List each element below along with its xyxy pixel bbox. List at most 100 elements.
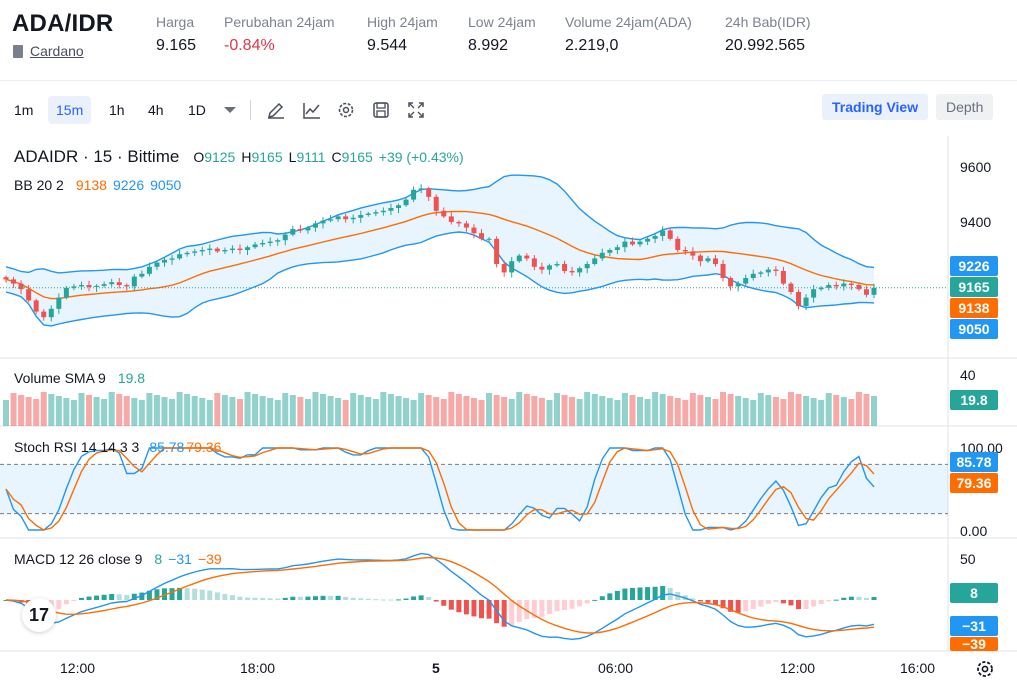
volume-bar [297,397,304,426]
candle [207,244,213,256]
candle [705,255,711,263]
stat-value: 9.544 [367,37,408,54]
candle [282,232,288,246]
macd-hist-value: 8 [154,551,163,567]
macd-hist-bar [56,600,62,609]
candle [592,255,598,266]
volume-bar [531,396,538,426]
volume-bar [810,398,817,426]
candle-body [101,284,107,286]
time-tick: 5 [432,660,440,676]
macd-hist-bar [282,597,288,600]
stat-label: Harga [156,14,195,30]
time-tick: 18:00 [240,660,276,676]
timeframe-15m[interactable]: 15m [48,96,92,124]
volume-bar [184,394,191,426]
macd-hist-bar [803,600,809,609]
volume-bar [591,394,598,426]
timeframe-1h[interactable]: 1h [109,102,125,118]
line-chart-icon[interactable] [302,100,322,120]
macd-hist-bar [184,588,190,600]
volume-bar [704,397,711,426]
candle [245,245,251,256]
gear-icon[interactable] [336,100,356,120]
volume-bar [274,400,281,426]
macd-hist-bar [660,586,666,600]
volume-bar [33,399,40,426]
macd-hist-bar [818,600,824,604]
candle-body [486,238,492,240]
macd-hist-bar [863,597,869,600]
volume-bar [848,399,855,426]
volume-bar [259,396,266,426]
candle-body [577,268,583,273]
trading-view-button[interactable]: Trading View [822,94,929,120]
macd-hist-bar [705,600,711,603]
candle [350,214,356,224]
macd-hist-bar [743,600,749,612]
candle-body [863,289,869,295]
candle [622,238,628,253]
candle [290,225,296,237]
save-icon[interactable] [371,100,391,120]
candle [358,210,364,223]
macd-tick: 50 [960,551,976,567]
volume-bar [3,400,9,426]
candle [146,262,152,277]
macd-hist-bar [780,600,786,604]
bb-label: BB 20 2 [14,177,64,193]
macd-hist-bar [509,600,515,626]
candle-body [448,216,454,222]
macd-hist-bar [848,596,854,600]
timeframe-1m[interactable]: 1m [14,102,34,118]
tradingview-logo[interactable]: 17 [22,598,56,632]
candle-body [116,282,122,285]
candle [237,244,243,255]
asset-link[interactable]: Cardano [30,43,84,59]
candle-body [735,283,741,287]
volume-bar [448,392,455,426]
candle-body [3,277,9,280]
volume-bar [221,395,228,426]
volume-bar [25,397,32,426]
volume-bar [689,393,696,426]
depth-button[interactable]: Depth [936,94,994,120]
volume-bar [463,396,470,426]
pencil-icon[interactable] [266,100,286,120]
price-chart[interactable] [0,136,1017,693]
chevron-down-icon[interactable] [220,100,240,120]
timeframe-4h[interactable]: 4h [148,102,164,118]
bb-lower-value: 9050 [150,177,182,193]
candle [154,260,160,271]
candle [501,260,507,277]
candle [524,253,530,261]
candle [856,282,862,291]
bollinger-basis-line [5,210,875,300]
volume-bar [244,392,251,426]
macd-hist-bar [275,598,281,600]
bb-legend: BB 20 2 9138 9226 9050 [14,177,187,193]
volume-bar [101,399,108,426]
fullscreen-icon[interactable] [406,100,426,120]
candle-body [554,264,560,266]
volume-bar [395,396,402,426]
candle-body [169,258,175,260]
stoch-d-badge: 79.36 [950,473,998,493]
volume-bar [833,395,840,426]
macd-hist-bar [441,600,447,606]
candle-body [267,241,273,243]
candle [3,275,9,283]
candle [479,229,485,241]
candle [275,238,281,246]
volume-bar [493,395,500,426]
macd-hist-bar [245,597,251,600]
candle [267,237,273,247]
macd-hist-bar [109,594,115,600]
settings-gear-icon[interactable] [974,658,996,680]
candle [577,266,583,277]
stat-value: 20.992.565 [725,37,806,54]
candle [863,285,869,298]
candle [101,281,107,288]
timeframe-1d[interactable]: 1D [188,102,206,118]
macd-hist-bar [86,596,92,600]
